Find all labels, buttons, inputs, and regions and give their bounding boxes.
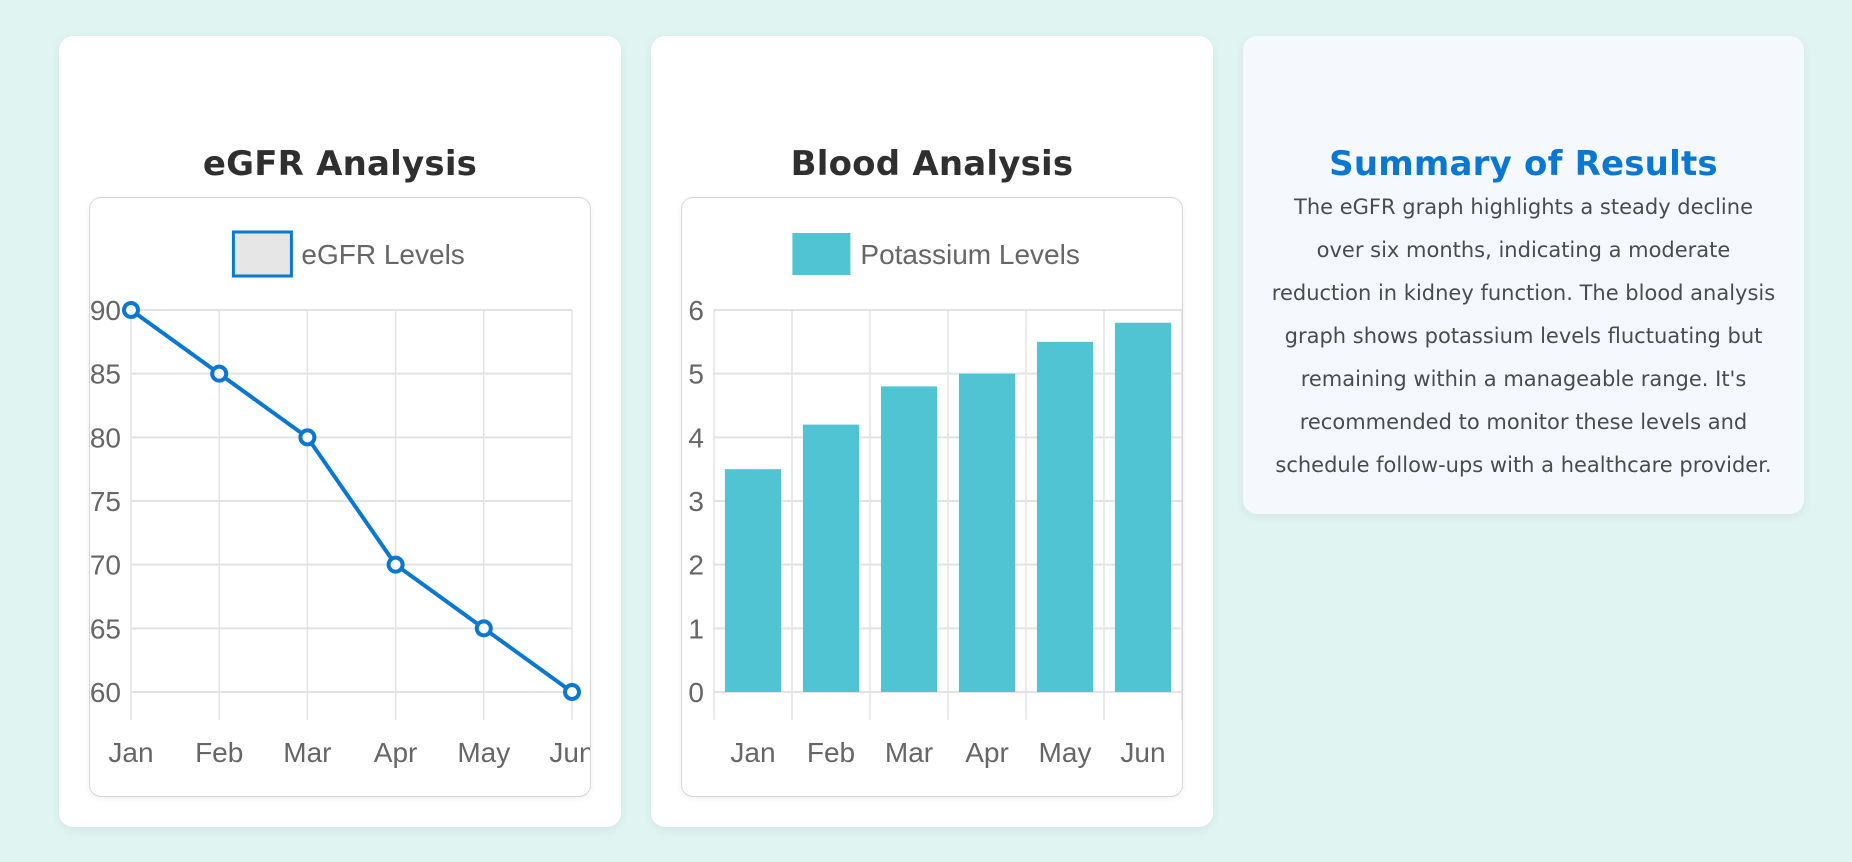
potassium-bar — [1036, 341, 1094, 692]
egfr-data-point — [122, 301, 140, 319]
y-tick-label: 75 — [90, 486, 121, 517]
y-tick-label: 5 — [688, 359, 704, 390]
blood-card-title: Blood Analysis — [790, 144, 1074, 184]
x-tick-label: Feb — [807, 737, 855, 768]
egfr-data-point — [474, 619, 493, 638]
potassium-bar — [1114, 322, 1172, 692]
y-tick-label: 70 — [90, 550, 121, 581]
y-tick-label: 85 — [90, 359, 121, 390]
x-tick-label: Apr — [374, 737, 418, 768]
egfr-data-point — [210, 364, 229, 383]
y-tick-label: 60 — [90, 677, 121, 708]
x-tick-label: May — [457, 737, 510, 768]
y-tick-label: 3 — [688, 486, 704, 517]
legend-label: eGFR Levels — [301, 239, 464, 270]
y-tick-label: 1 — [688, 613, 704, 644]
egfr-series-line — [129, 308, 574, 694]
y-tick-label: 6 — [688, 295, 704, 326]
x-tick-label: Jan — [730, 737, 775, 768]
legend-label: Potassium Levels — [860, 239, 1079, 270]
potassium-bar — [958, 373, 1016, 692]
summary-text: The eGFR graph highlights a steady decli… — [1271, 195, 1776, 477]
potassium-bar — [802, 424, 860, 692]
egfr-data-point — [563, 683, 581, 701]
x-tick-label: Jun — [1120, 737, 1165, 768]
y-tick-label: 2 — [688, 550, 704, 581]
x-tick-label: Feb — [195, 737, 243, 768]
blood-card: Blood Analysis Potassium Levels 0 1 2 3 4 5 6 Ja… — [651, 36, 1213, 827]
legend-swatch — [792, 233, 851, 275]
potassium-bar — [880, 386, 938, 692]
x-tick-label: May — [1039, 737, 1092, 768]
x-tick-label: Jun — [549, 737, 590, 768]
egfr-card: eGFR Analysis eGFR Levels 60 65 70 75 80 85 90 J… — [59, 36, 621, 827]
summary-card-title: Summary of Results — [1329, 144, 1718, 184]
summary-card: Summary of Results The eGFR graph highli… — [1243, 36, 1804, 514]
y-tick-label: 65 — [90, 613, 121, 644]
x-tick-label: Jan — [108, 737, 153, 768]
egfr-data-point — [386, 555, 405, 574]
y-tick-label: 80 — [90, 422, 121, 453]
y-tick-label: 0 — [688, 677, 704, 708]
x-tick-label: Apr — [965, 737, 1009, 768]
egfr-data-point — [298, 428, 317, 447]
blood-chart-container: Potassium Levels 0 1 2 3 4 5 6 Jan Feb Mar Apr May Ju… — [681, 197, 1183, 797]
y-tick-label: 4 — [688, 422, 704, 453]
egfr-chart-container: eGFR Levels 60 65 70 75 80 85 90 Jan Feb Mar Apr May… — [89, 197, 591, 797]
potassium-bar-chart: Potassium Levels 0 1 2 3 4 5 6 Jan Feb Mar Apr May Ju… — [688, 233, 1182, 768]
egfr-card-title: eGFR Analysis — [202, 144, 478, 184]
legend-swatch — [231, 230, 293, 278]
x-tick-label: Mar — [885, 737, 933, 768]
potassium-bar — [724, 469, 782, 692]
egfr-line-chart: eGFR Levels 60 65 70 75 80 85 90 Jan Feb Mar Apr May… — [90, 230, 590, 768]
y-tick-label: 90 — [90, 295, 121, 326]
x-tick-label: Mar — [283, 737, 331, 768]
